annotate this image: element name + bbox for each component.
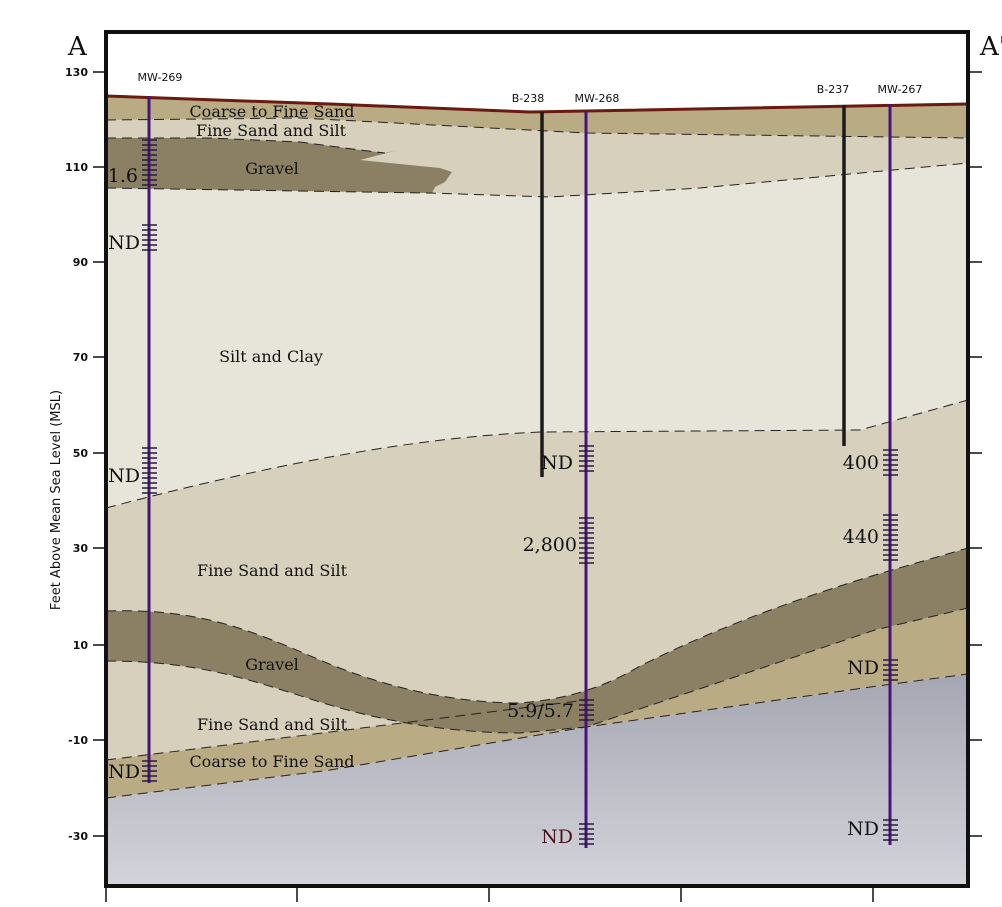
fine-sand-silt-mid-layer <box>106 400 968 703</box>
screen-mw269-3 <box>142 447 157 494</box>
screen-mw267-2 <box>883 514 898 561</box>
screen-mw269-4 <box>142 760 157 782</box>
coarse-sand-lower-layer <box>106 608 968 798</box>
geologic-layers <box>106 32 968 886</box>
layer-label: Coarse to Fine Sand <box>189 752 354 771</box>
sample-result: 1.6 <box>108 165 138 187</box>
screen-mw269-1 <box>142 139 157 186</box>
well-label: MW-269 <box>138 71 183 84</box>
sample-result: 440 <box>843 526 879 548</box>
coarse-sand-upper-layer <box>106 96 968 138</box>
section-label-left: A <box>67 32 88 62</box>
screen-mw268-4 <box>579 823 594 845</box>
screen-mw269-2 <box>142 224 157 251</box>
y-tick-label: -10 <box>68 734 88 747</box>
sample-results: 1.6 ND ND ND ND 2,800 5.9/5.7 ND 400 440… <box>108 165 879 848</box>
sample-result: ND <box>541 452 573 474</box>
well-label: B-238 <box>512 92 545 105</box>
layer-label: Gravel <box>245 655 299 674</box>
y-axis-ticks <box>93 71 982 837</box>
sample-result: ND <box>108 232 140 254</box>
screen-mw268-3 <box>579 699 594 721</box>
y-tick-label: 30 <box>73 542 89 555</box>
y-axis-title: Feet Above Mean Sea Level (MSL) <box>49 390 64 610</box>
silt-clay-layer <box>106 163 968 508</box>
screen-mw267-4 <box>883 819 898 841</box>
well-label: MW-268 <box>575 92 620 105</box>
sample-result: 400 <box>843 452 879 474</box>
well-label: MW-267 <box>878 83 923 96</box>
layer-labels: Coarse to Fine Sand Fine Sand and Silt G… <box>189 102 354 771</box>
sample-result: ND <box>541 826 573 848</box>
section-frame <box>104 30 970 888</box>
y-tick-label: 110 <box>65 161 88 174</box>
y-tick-labels: 130 110 90 70 50 30 10 -10 -30 <box>65 66 88 843</box>
layer-label: Fine Sand and Silt <box>197 715 348 734</box>
x-axis-ticks <box>105 886 874 902</box>
y-tick-label: -30 <box>68 830 88 843</box>
sample-result: ND <box>847 818 879 840</box>
y-tick-label: 50 <box>73 447 89 460</box>
fine-sand-silt-lower-layer <box>106 548 968 760</box>
screen-mw268-2 <box>579 517 594 564</box>
layer-label: Fine Sand and Silt <box>196 121 347 140</box>
y-tick-label: 70 <box>73 351 89 364</box>
well-label: B-237 <box>817 83 850 96</box>
sample-result: ND <box>847 657 879 679</box>
sample-result: 2,800 <box>523 534 577 556</box>
bedrock-layer <box>106 674 968 886</box>
sample-result: 5.9/5.7 <box>507 700 574 722</box>
screen-mw268-1 <box>579 445 594 472</box>
section-label-right: A' <box>979 32 1002 62</box>
screen-mw267-1 <box>883 449 898 476</box>
layer-label: Gravel <box>245 159 299 178</box>
layer-label: Coarse to Fine Sand <box>189 102 354 121</box>
layer-label: Fine Sand and Silt <box>197 561 348 580</box>
screen-mw267-3 <box>883 659 898 681</box>
screen-intervals <box>142 139 898 845</box>
y-tick-label: 130 <box>65 66 88 79</box>
well-labels: MW-269 B-238 MW-268 B-237 MW-267 <box>138 71 923 105</box>
layer-label: Silt and Clay <box>219 347 323 366</box>
y-tick-label: 90 <box>73 256 89 269</box>
gravel-upper-lens <box>106 138 452 193</box>
sample-result: ND <box>108 761 140 783</box>
ground-surface-line <box>105 94 969 114</box>
y-tick-label: 10 <box>73 639 89 652</box>
sample-result: ND <box>108 465 140 487</box>
gravel-lower-layer <box>106 548 968 733</box>
